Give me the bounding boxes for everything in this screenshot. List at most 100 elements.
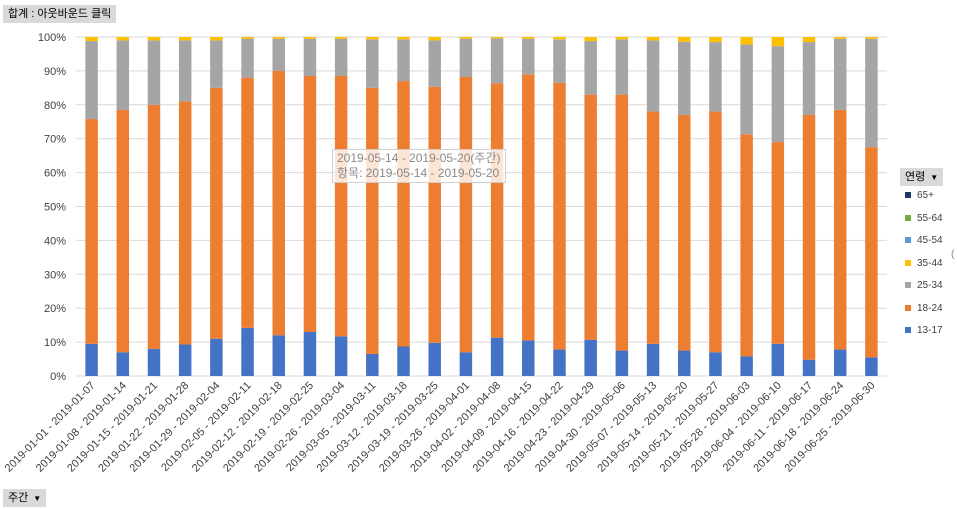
bar-segment — [802, 114, 816, 360]
legend-swatch — [905, 214, 911, 221]
legend-swatch — [905, 237, 911, 244]
legend-label: 35-44 — [917, 257, 943, 269]
bar-segment — [116, 40, 130, 110]
bar-segment — [802, 42, 816, 115]
bar-segment — [303, 75, 317, 332]
bar-segment — [865, 147, 878, 358]
bar-segment — [802, 359, 816, 376]
legend-field-button[interactable]: 연령 ▼ — [900, 168, 944, 186]
axis-field-button[interactable]: 주간 ▼ — [3, 489, 47, 507]
y-tick-label: 60% — [44, 168, 66, 180]
bar-segment — [459, 352, 473, 376]
dropdown-arrow-icon: ▼ — [930, 173, 939, 182]
bar-segment — [178, 37, 192, 41]
bar-segment — [865, 357, 878, 376]
bar-segment — [178, 101, 192, 345]
bar-segment — [459, 77, 473, 353]
bar-segment — [584, 94, 597, 340]
bar-segment — [833, 37, 847, 39]
bar-segment — [584, 37, 597, 42]
bar-segment — [584, 41, 597, 95]
bar-segment — [522, 37, 535, 39]
bar-segment — [833, 349, 847, 376]
bar-segment — [615, 94, 629, 351]
bar-segment — [678, 350, 691, 376]
y-tick-label: 0% — [50, 371, 66, 383]
axis-field-label: 주간 — [8, 492, 29, 504]
legend-label: 65+ — [917, 190, 934, 201]
bar-segment — [147, 104, 161, 349]
legend-item: 18-24 — [905, 303, 943, 315]
value-field-button[interactable]: 합계 : 아웃바운드 클릭 — [3, 5, 117, 23]
bar-segment — [709, 37, 722, 43]
bar-segment — [428, 342, 441, 376]
bar-segment — [397, 39, 410, 82]
bar-segment — [85, 119, 98, 344]
bar-segment — [428, 86, 441, 343]
bar-segment — [210, 40, 223, 88]
bar-segment — [116, 109, 130, 353]
bar-segment — [553, 82, 566, 350]
bar-segment — [615, 37, 629, 40]
bar-segment — [522, 38, 535, 75]
bar-segment — [272, 335, 285, 376]
bar-segment — [116, 352, 130, 376]
bar-segment — [272, 70, 285, 336]
bar-segment — [366, 353, 379, 376]
bar-segment — [802, 37, 816, 43]
bar-segment — [241, 38, 254, 78]
bar-segment — [397, 37, 410, 40]
legend-swatch — [905, 327, 911, 334]
bar-segment — [865, 38, 878, 148]
dropdown-arrow-icon: ▼ — [33, 494, 42, 503]
chart-tooltip: 2019-05-14 - 2019-05-20(주간) 항목: 2019-05-… — [332, 149, 506, 183]
bar-segment — [771, 37, 785, 47]
legend-item: 35-44 — [905, 258, 943, 270]
bar-segment — [490, 38, 504, 84]
bar-segment — [178, 344, 192, 376]
gridlines — [76, 36, 887, 377]
bar-segment — [490, 83, 504, 338]
bar-segment — [615, 350, 629, 376]
y-tick-label: 10% — [44, 337, 66, 349]
y-tick-label: 90% — [44, 66, 66, 78]
bar-segment — [303, 331, 317, 376]
bar-segment — [147, 40, 161, 105]
bar-segment — [272, 37, 285, 39]
bar-segment — [740, 37, 753, 45]
bar-segment — [865, 37, 878, 39]
y-tick-label: 70% — [44, 134, 66, 146]
bar-segment — [303, 37, 317, 39]
bar-segment — [459, 38, 473, 78]
tooltip-line-1: 2019-05-14 - 2019-05-20(주간) — [337, 151, 501, 165]
bar-segment — [740, 134, 753, 357]
legend-label: 13-17 — [917, 325, 943, 336]
bar-segment — [584, 339, 597, 376]
bar-segment — [116, 37, 130, 41]
scroll-handle-icon: ( — [951, 249, 955, 260]
y-axis-ticks: 0% 10% 20% 30% 40% 50% 60% 70% 80% 90% 100% — [38, 32, 66, 383]
bar-segment — [833, 38, 847, 110]
bar-segment — [366, 87, 379, 354]
bar-segment — [241, 327, 254, 376]
bar-segment — [553, 37, 566, 40]
bar-segment — [709, 352, 722, 376]
legend-label: 18-24 — [917, 302, 943, 314]
bar-segment — [334, 38, 348, 76]
legend-field-label: 연령 — [905, 171, 926, 183]
bar-segment — [85, 343, 98, 376]
bar-segment — [334, 75, 348, 337]
bar-segment — [522, 74, 535, 341]
bar-segment — [334, 336, 348, 376]
bar-segment — [147, 348, 161, 376]
bar-segment — [740, 356, 753, 376]
value-field-label: 합계 : 아웃바운드 클릭 — [8, 8, 112, 20]
legend-item: 45-54 — [905, 235, 943, 247]
bar-segment — [646, 111, 660, 344]
legend-item: 25-34 — [905, 280, 943, 292]
bar-segment — [272, 38, 285, 71]
bar-segment — [833, 109, 847, 350]
bar-segment — [241, 77, 254, 328]
bar-segment — [740, 44, 753, 135]
